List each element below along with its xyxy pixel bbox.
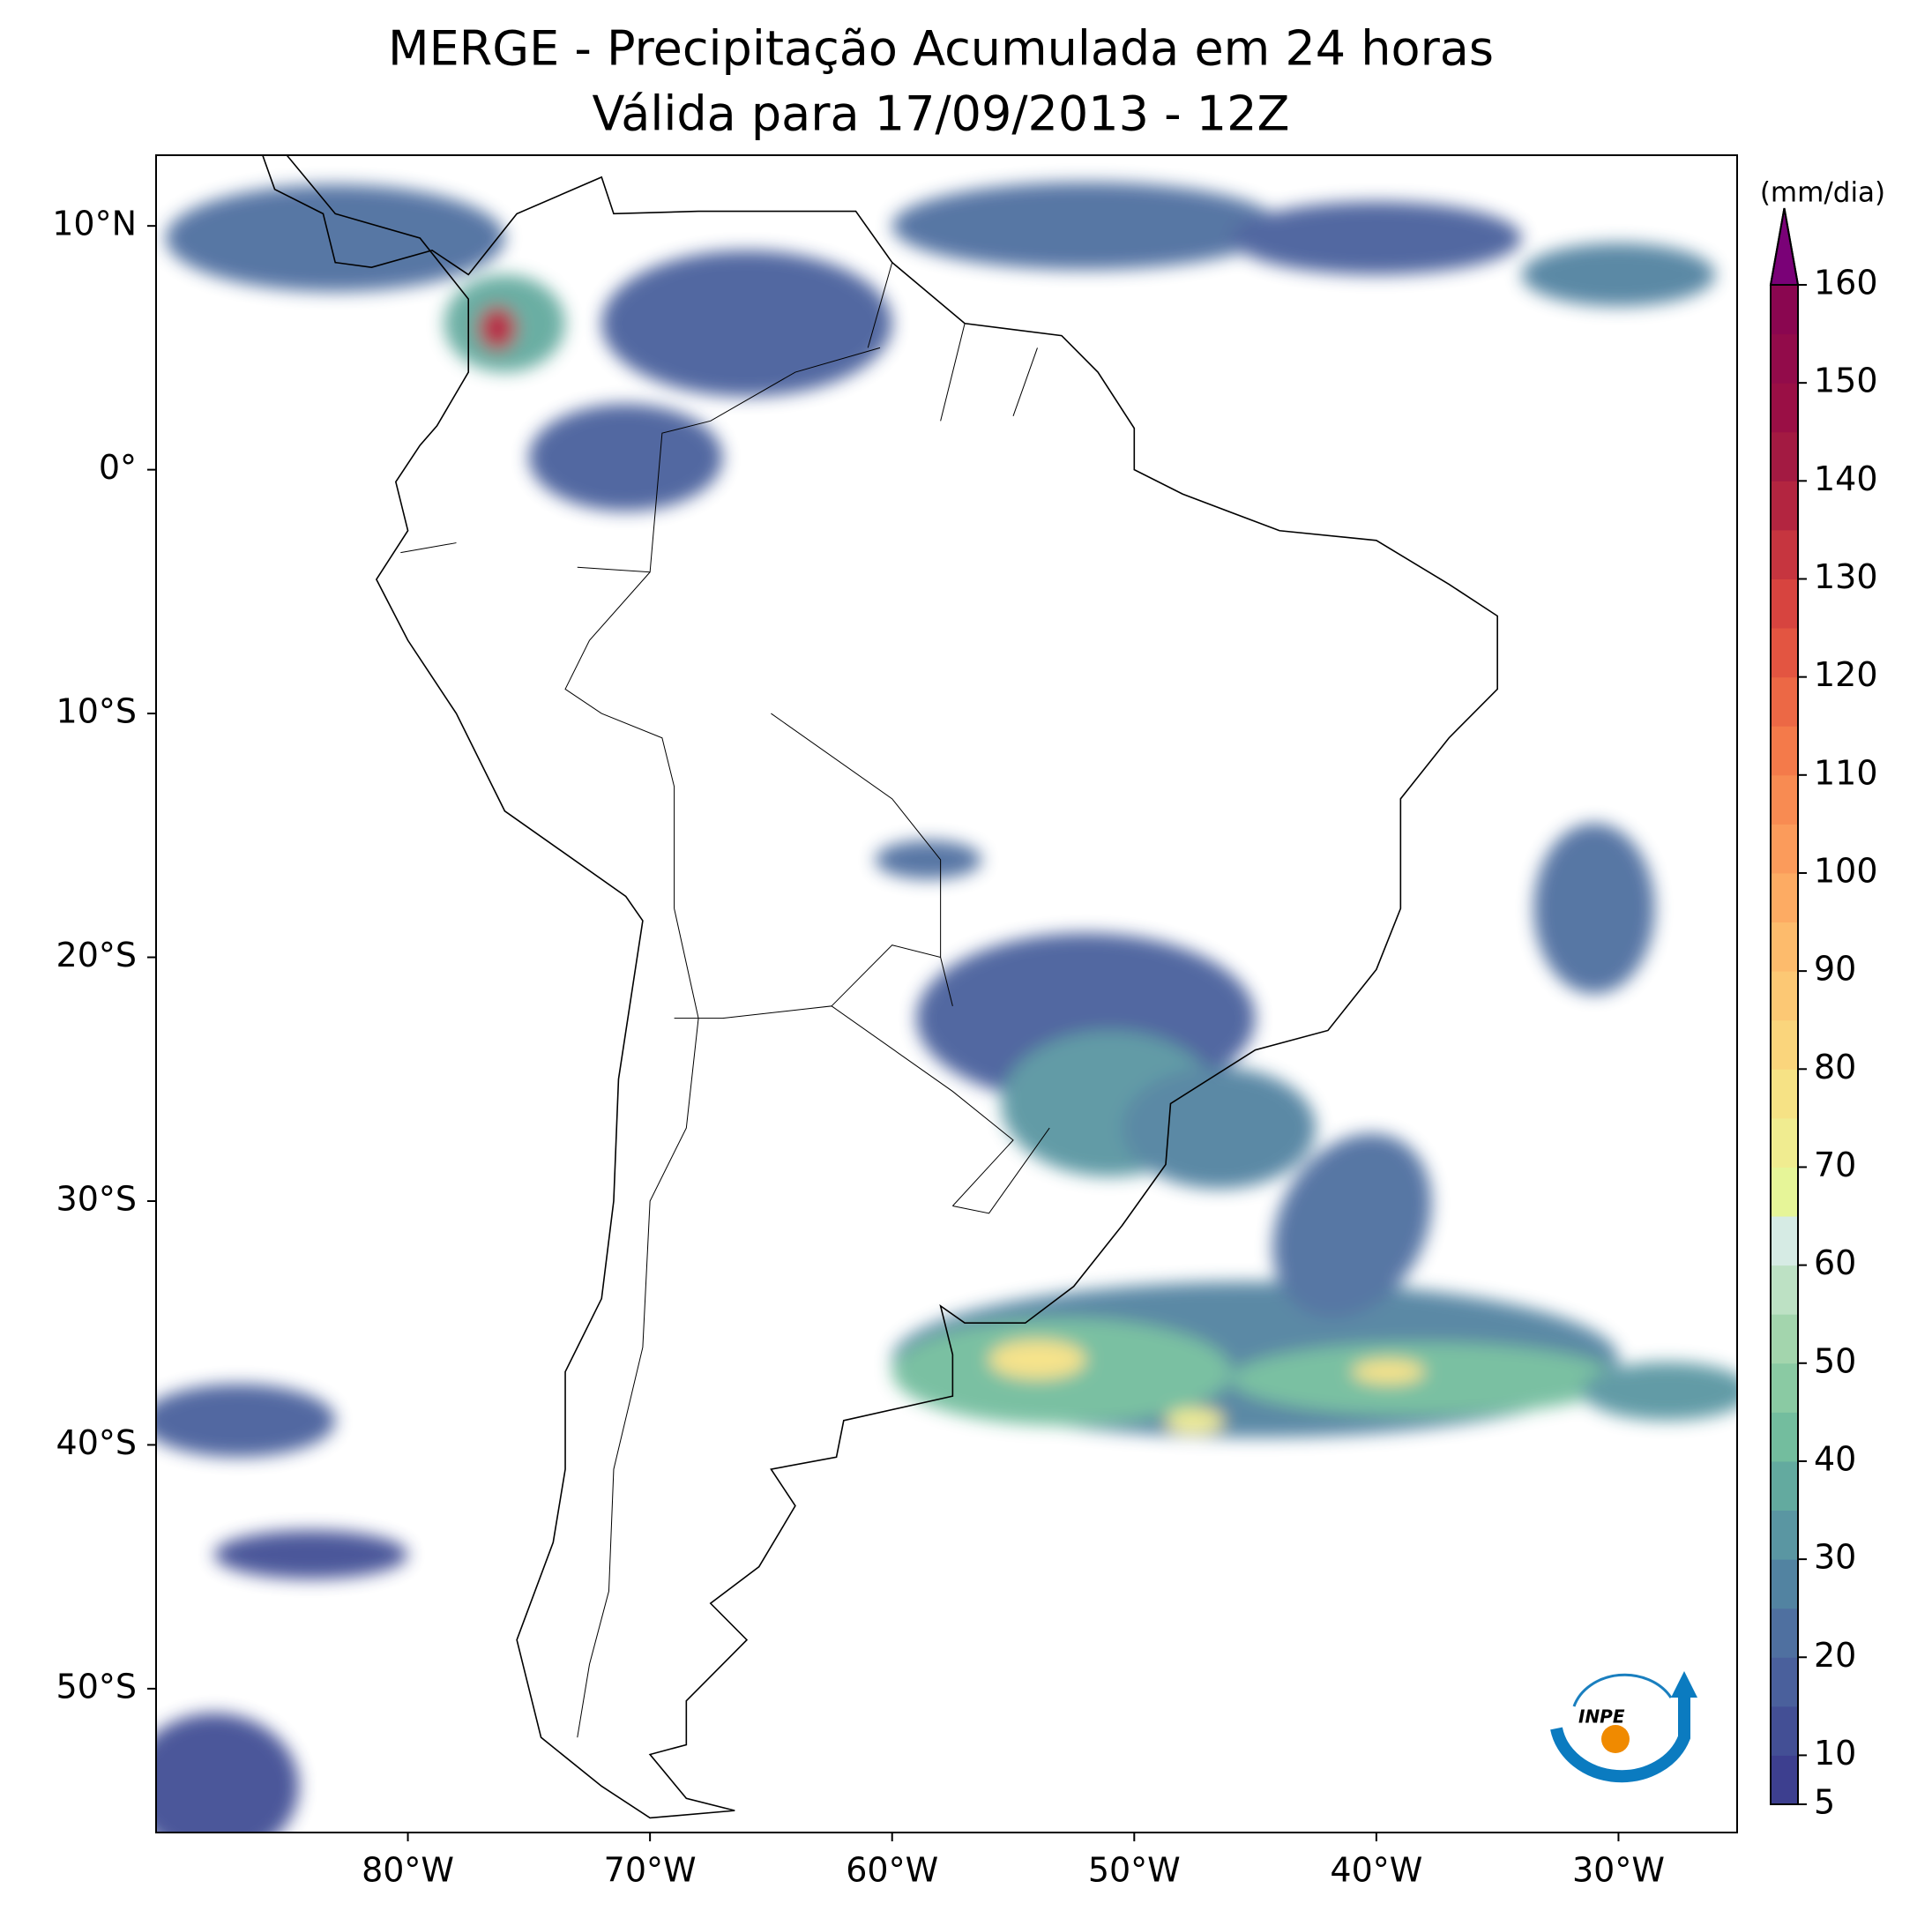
colorbar-tick-label: 110	[1814, 753, 1878, 792]
colorbar-band	[1771, 1460, 1798, 1512]
colorbar-band	[1771, 579, 1798, 629]
colorbar-extend	[1769, 207, 1800, 286]
colorbar-tick-label: 160	[1814, 264, 1878, 302]
colorbar-band	[1771, 333, 1798, 384]
map-frame	[155, 154, 1738, 1833]
colorbar-tick-label: 60	[1814, 1243, 1856, 1282]
colorbar-band	[1771, 1216, 1798, 1266]
colorbar-tick-label: 5	[1814, 1783, 1835, 1822]
x-tick-label: 80°W	[362, 1851, 454, 1890]
colorbar-band	[1771, 1167, 1798, 1217]
inpe-logo: INPE	[1550, 1671, 1697, 1783]
colorbar-band	[1771, 1019, 1798, 1070]
x-tick-label: 60°W	[846, 1851, 938, 1890]
country-borders	[400, 263, 1049, 1738]
colorbar-band	[1771, 676, 1798, 727]
logo-text: INPE	[1578, 1706, 1625, 1728]
colorbar-band	[1771, 1265, 1798, 1315]
y-tick-label: 40°S	[56, 1423, 137, 1462]
geo-layer	[156, 155, 1737, 1833]
y-tick-label: 50°S	[56, 1667, 137, 1706]
colorbar-tick-label: 130	[1814, 557, 1878, 596]
y-tick-label: 10°N	[52, 205, 137, 243]
colorbar-band	[1771, 726, 1798, 776]
colorbar-band	[1771, 285, 1798, 335]
x-tick-label: 70°W	[604, 1851, 697, 1890]
precipitation-field	[156, 182, 1737, 1833]
colorbar-tick-label: 40	[1814, 1439, 1856, 1478]
colorbar-band	[1771, 1412, 1798, 1462]
x-tick-label: 50°W	[1088, 1851, 1181, 1890]
colorbar-tick-label: 100	[1814, 851, 1878, 890]
colorbar-band	[1771, 431, 1798, 481]
colorbar-tick-label: 70	[1814, 1146, 1856, 1184]
colorbar-tick-label: 80	[1814, 1048, 1856, 1086]
y-tick-label: 0°	[99, 448, 137, 487]
x-tick-label: 40°W	[1330, 1851, 1422, 1890]
colorbar-tick-label: 50	[1814, 1341, 1856, 1380]
colorbar-label: (mm/dia)	[1760, 177, 1885, 209]
y-tick-label: 10°S	[56, 692, 137, 731]
colorbar-tick-label: 150	[1814, 362, 1878, 400]
x-tick-label: 30°W	[1572, 1851, 1665, 1890]
colorbar-band	[1771, 1069, 1798, 1119]
colorbar-frame	[1770, 207, 1799, 1805]
colorbar-band	[1771, 774, 1798, 825]
y-tick-label: 30°S	[56, 1179, 137, 1218]
colorbar-band	[1771, 1362, 1798, 1413]
colorbar-band	[1771, 922, 1798, 972]
map-area	[156, 155, 1737, 1833]
colorbar-band	[1771, 383, 1798, 433]
colorbar-tick-label: 20	[1814, 1636, 1856, 1675]
colorbar-band	[1771, 872, 1798, 923]
title-line: Válida para 17/09/2013 - 12Z	[593, 86, 1290, 142]
colorbar-band	[1771, 1706, 1798, 1756]
colorbar-tick-label: 140	[1814, 459, 1878, 498]
colorbar-band	[1771, 1755, 1798, 1805]
colorbar-band	[1771, 1314, 1798, 1364]
colorbar-band	[1771, 824, 1798, 874]
colorbar-band	[1771, 1559, 1798, 1609]
colorbar-band	[1771, 1117, 1798, 1168]
colorbar-band	[1771, 1510, 1798, 1560]
coastline	[263, 155, 1497, 1818]
colorbar-tick-label: 120	[1814, 655, 1878, 694]
colorbar-band	[1771, 1657, 1798, 1707]
colorbar-band	[1771, 1608, 1798, 1658]
colorbar-band	[1771, 529, 1798, 579]
colorbar-band	[1771, 628, 1798, 678]
title-line: MERGE - Precipitação Acumulada em 24 hor…	[388, 21, 1494, 77]
colorbar-tick-label: 90	[1814, 950, 1856, 989]
colorbar-tick-label: 10	[1814, 1734, 1856, 1773]
y-tick-label: 20°S	[56, 936, 137, 974]
colorbar-tick-label: 30	[1814, 1538, 1856, 1577]
colorbar-band	[1771, 481, 1798, 531]
colorbar-band	[1771, 971, 1798, 1021]
